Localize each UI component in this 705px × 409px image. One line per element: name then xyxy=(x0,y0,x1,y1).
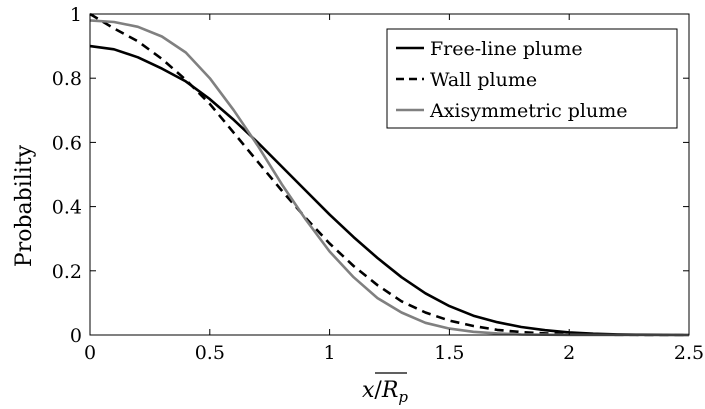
x-axis-tick-labels: 0 0.5 1 1.5 2 2.5 xyxy=(84,342,704,364)
legend-entry: Axisymmetric plume xyxy=(429,100,628,122)
y-tick-label: 0 xyxy=(70,325,82,347)
x-axis-label-slash: / xyxy=(374,378,382,403)
legend: Free-line plume Wall plume Axisymmetric pl… xyxy=(386,28,678,129)
legend-entry: Wall plume xyxy=(430,69,537,91)
x-axis-label: x/Rp xyxy=(362,372,408,406)
legend-box xyxy=(386,28,678,129)
axes-frame xyxy=(89,13,690,336)
y-tick-label: 0.2 xyxy=(52,261,82,283)
x-axis-label-numerator: x xyxy=(362,378,375,403)
x-tick-label: 2.5 xyxy=(674,342,704,364)
y-tick-label: 0.6 xyxy=(52,132,82,154)
axis-ticks xyxy=(89,13,690,336)
y-axis-label: Probability xyxy=(12,144,37,267)
x-axis-label-subscript: p xyxy=(398,388,408,406)
x-tick-label: 2 xyxy=(563,342,575,364)
x-tick-label: 1 xyxy=(324,342,336,364)
svg-text:x/Rp: x/Rp xyxy=(362,378,408,406)
x-axis-label-denominator: R xyxy=(381,378,399,403)
x-tick-label: 0 xyxy=(84,342,96,364)
y-axis-tick-labels: 0 0.2 0.4 0.6 0.8 1 xyxy=(52,4,82,347)
x-tick-label: 0.5 xyxy=(195,342,225,364)
y-tick-label: 0.4 xyxy=(52,197,82,219)
legend-entry: Free-line plume xyxy=(430,38,583,60)
y-tick-label: 1 xyxy=(70,4,82,26)
y-tick-label: 0.8 xyxy=(52,68,82,90)
x-tick-label: 1.5 xyxy=(434,342,464,364)
